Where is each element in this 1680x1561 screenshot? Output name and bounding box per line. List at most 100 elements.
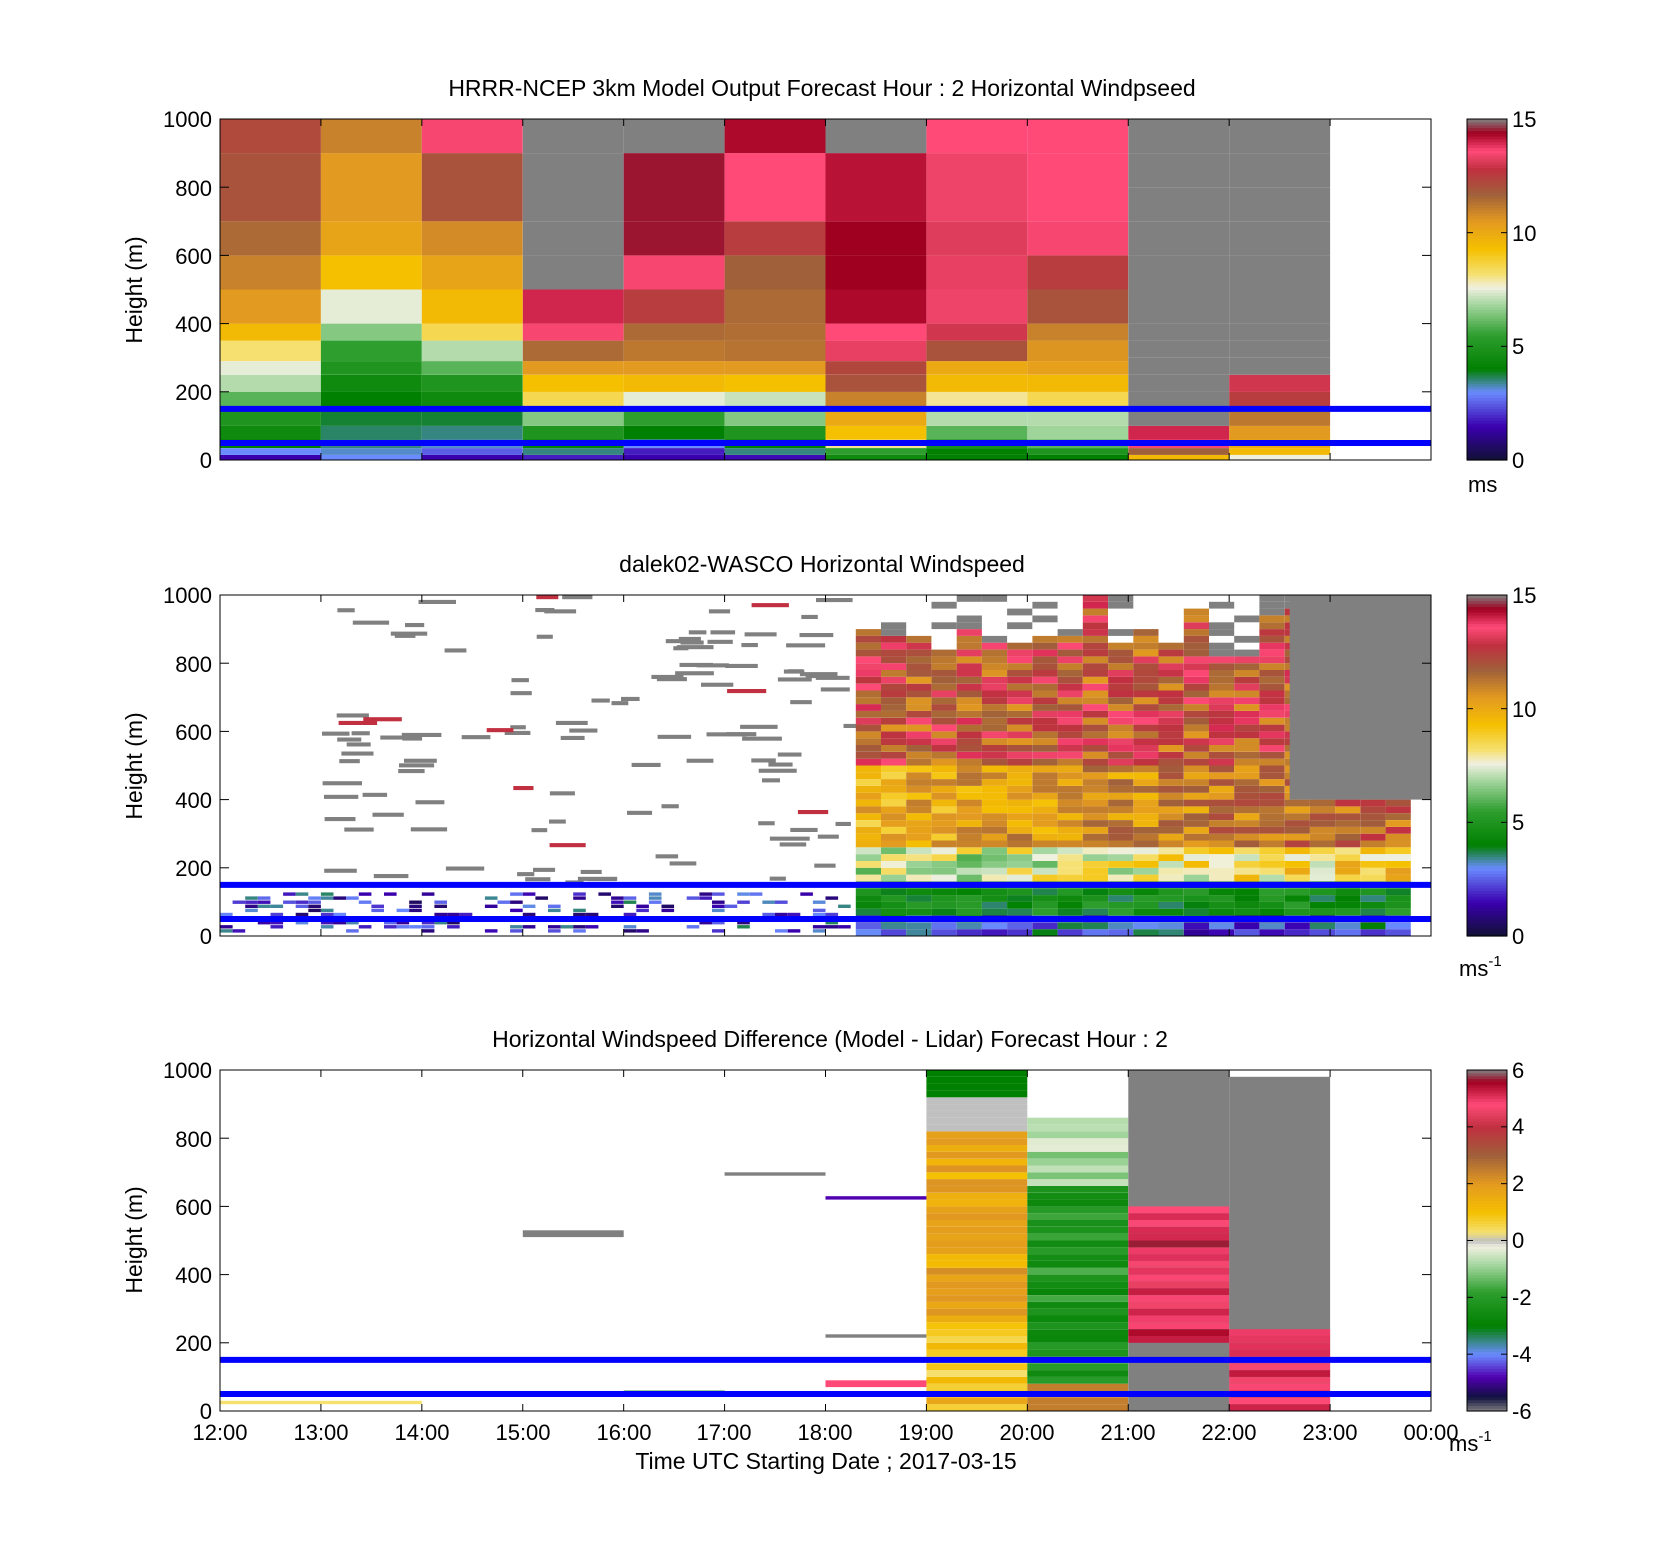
heatmap-cell [1158,765,1184,773]
heatmap-cell [906,690,932,698]
heatmap-cell [1360,854,1386,861]
colorbar-segment [1467,445,1507,450]
heatmap-cell [1234,690,1260,698]
heatmap-cell [981,929,1008,936]
heatmap-cell [1082,595,1108,602]
heatmap-cell [1128,1226,1230,1234]
heatmap-cell [560,925,574,929]
y-axis-label: Height (m) [121,236,147,343]
heatmap-cell [817,834,839,839]
heatmap-cell [510,925,523,929]
heatmap-cell [981,854,1008,861]
colorbar-segment [1467,1195,1507,1199]
colorbar-segment [1467,309,1507,313]
heatmap-cell [1108,840,1134,848]
heatmap-cell [1234,704,1260,711]
colorbar-segment [1467,337,1507,342]
heatmap-cell [1259,786,1285,793]
heatmap-cell [535,896,548,900]
heatmap-cell [1007,663,1033,670]
heatmap-cell [956,615,982,623]
heatmap-cell [1032,792,1058,800]
heatmap-cell [1183,635,1209,643]
heatmap-cell [1229,119,1331,154]
heatmap-cell [1209,663,1235,670]
heatmap-cell [1082,772,1108,780]
heatmap-cell [1158,799,1184,807]
heatmap-cell [775,900,788,904]
heatmap-cell [881,867,907,875]
heatmap-cell [623,374,725,392]
colorbar-segment [1467,1112,1507,1117]
heatmap-cell [1032,731,1058,739]
colorbar-segment [1467,1226,1507,1230]
colorbar-segment [1467,428,1507,433]
heatmap-cell [1007,792,1033,800]
heatmap-cell [981,670,1008,677]
colorbar-segment [1467,1243,1507,1247]
heatmap-cell [931,670,957,677]
heatmap-cell [1133,861,1159,868]
heatmap-cell [1360,826,1386,834]
heatmap-cell [1007,806,1033,814]
heatmap-cell [1259,745,1285,752]
heatmap-cell [956,663,982,670]
colorbar-segment [1467,141,1507,146]
colorbar-segment [1467,221,1507,225]
heatmap-cell [1284,888,1310,896]
colorbar-segment [1467,414,1507,418]
heatmap-cell [295,900,309,904]
colorbar-segment [1467,244,1507,248]
colorbar-segment [1467,360,1507,364]
heatmap-cell [1082,888,1108,896]
heatmap-cell [777,752,802,757]
heatmap-cell [1259,772,1285,780]
colorbar-segment [1467,754,1507,758]
heatmap-cell [1133,745,1159,752]
colorbar-segment [1467,420,1507,424]
heatmap-cell [1027,1138,1129,1145]
heatmap-cell [1183,704,1209,711]
heatmap-cell [1007,751,1033,759]
colorbar-segment [1467,1212,1507,1216]
heatmap-cell [1259,738,1285,745]
heatmap-cell [1032,867,1058,875]
panel-lidar-heatmap [220,595,1431,936]
heatmap-cell [1027,1342,1129,1350]
heatmap-cell [1108,813,1134,820]
colorbar-segment [1467,702,1507,707]
heatmap-cell [1057,731,1083,739]
heatmap-cell [1385,820,1411,827]
heatmap-cell [421,323,523,341]
colorbar-segment [1467,298,1507,302]
heatmap-cell [881,799,907,807]
heatmap-cell [881,683,907,691]
heatmap-cell [1027,454,1129,460]
heatmap-cell [1234,806,1260,814]
colorbar-segment [1467,198,1507,203]
colorbar-segment [1467,1169,1507,1173]
heatmap-cell [1234,751,1260,759]
heatmap-cell [1108,867,1134,875]
heatmap-cell [1007,765,1033,773]
heatmap-cell [623,448,725,455]
heatmap-cell [1108,847,1134,855]
heatmap-cell [320,896,334,900]
heatmap-cell [1133,663,1159,670]
colorbar-segment [1467,417,1507,421]
heatmap-cell [1259,820,1285,827]
heatmap-cell [926,1213,1028,1220]
heatmap-cell [444,648,467,653]
colorbar-segment [1467,1396,1507,1401]
heatmap-cell [1259,833,1285,841]
colorbar-segment [1467,1405,1507,1409]
y-tick-label: 600 [175,1195,212,1220]
heatmap-cell [906,751,932,759]
heatmap-cell [1183,710,1209,718]
heatmap-cell [931,772,957,780]
heatmap-cell [1027,1165,1129,1173]
heatmap-cell [220,153,321,222]
heatmap-cell [522,361,624,375]
heatmap-cell [333,896,347,900]
heatmap-cell [232,929,246,933]
